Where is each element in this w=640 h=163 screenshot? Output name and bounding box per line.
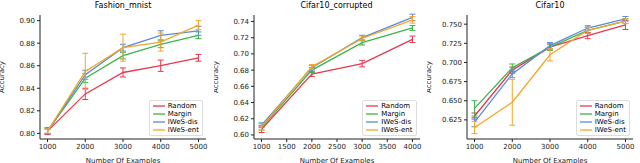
svg-text:0.675: 0.675 bbox=[442, 78, 462, 86]
svg-text:0.66: 0.66 bbox=[233, 83, 249, 91]
svg-text:3000: 3000 bbox=[541, 143, 559, 151]
html-text:Cifar10: Cifar10 bbox=[535, 1, 565, 10]
html-text:IWeS-ent: IWeS-ent bbox=[167, 126, 199, 134]
svg-text:Accuracy: Accuracy bbox=[427, 61, 433, 93]
html-text:Margin: Margin bbox=[167, 110, 192, 118]
svg-text:1000: 1000 bbox=[39, 143, 57, 151]
svg-text:0.725: 0.725 bbox=[442, 40, 462, 48]
svg-text:1000: 1000 bbox=[252, 143, 270, 151]
svg-text:3000: 3000 bbox=[114, 143, 132, 151]
svg-text:0.68: 0.68 bbox=[233, 67, 249, 75]
svg-text:0.84: 0.84 bbox=[19, 85, 35, 93]
svg-text:0.700: 0.700 bbox=[442, 59, 462, 67]
svg-text:4000: 4000 bbox=[579, 143, 597, 151]
svg-text:Number Of Examples: Number Of Examples bbox=[513, 157, 588, 163]
svg-text:5000: 5000 bbox=[190, 143, 208, 151]
svg-text:0.86: 0.86 bbox=[19, 62, 35, 70]
html-text:IWeS-ent: IWeS-ent bbox=[381, 126, 413, 134]
html-text:Random: Random bbox=[594, 102, 624, 110]
svg-text:0.72: 0.72 bbox=[233, 34, 249, 42]
svg-text:0.60: 0.60 bbox=[233, 131, 249, 139]
svg-text:2000: 2000 bbox=[76, 143, 94, 151]
svg-text:Number Of Examples: Number Of Examples bbox=[299, 157, 374, 163]
svg-text:1500: 1500 bbox=[277, 143, 295, 151]
svg-text:Number Of Examples: Number Of Examples bbox=[86, 157, 161, 163]
svg-text:2000: 2000 bbox=[503, 143, 521, 151]
svg-text:0.64: 0.64 bbox=[233, 99, 249, 107]
svg-text:3500: 3500 bbox=[378, 143, 396, 151]
svg-text:0.70: 0.70 bbox=[233, 50, 249, 58]
svg-text:Accuracy: Accuracy bbox=[214, 61, 220, 93]
svg-text:0.90: 0.90 bbox=[19, 17, 35, 25]
svg-text:4000: 4000 bbox=[403, 143, 421, 151]
html-text:Margin: Margin bbox=[381, 110, 406, 118]
html-text:Random: Random bbox=[381, 102, 411, 110]
html-text:IWeS-ent: IWeS-ent bbox=[594, 126, 626, 134]
svg-text:0.88: 0.88 bbox=[19, 40, 35, 48]
svg-text:0.625: 0.625 bbox=[442, 116, 462, 124]
svg-text:5000: 5000 bbox=[617, 143, 632, 151]
svg-text:0.750: 0.750 bbox=[442, 21, 462, 29]
html-text:Margin: Margin bbox=[594, 110, 619, 118]
svg-text:3000: 3000 bbox=[353, 143, 371, 151]
html-text:IWeS-dis: IWeS-dis bbox=[381, 118, 411, 126]
svg-text:0.62: 0.62 bbox=[233, 115, 249, 123]
html-text:Cifar10_corrupted: Cifar10_corrupted bbox=[300, 1, 373, 10]
svg-text:0.74: 0.74 bbox=[233, 18, 249, 26]
html-text:IWeS-dis: IWeS-dis bbox=[594, 118, 625, 126]
svg-text:1000: 1000 bbox=[466, 143, 484, 151]
svg-text:4000: 4000 bbox=[152, 143, 170, 151]
html-text:Fashion_mnist: Fashion_mnist bbox=[94, 1, 152, 10]
svg-text:0.82: 0.82 bbox=[19, 107, 35, 115]
svg-text:0.80: 0.80 bbox=[19, 130, 35, 138]
svg-text:2500: 2500 bbox=[328, 143, 346, 151]
svg-text:2000: 2000 bbox=[302, 143, 320, 151]
html-text:Random: Random bbox=[167, 102, 197, 110]
svg-text:0.650: 0.650 bbox=[442, 97, 462, 105]
html-text:IWeS-dis: IWeS-dis bbox=[167, 118, 198, 126]
